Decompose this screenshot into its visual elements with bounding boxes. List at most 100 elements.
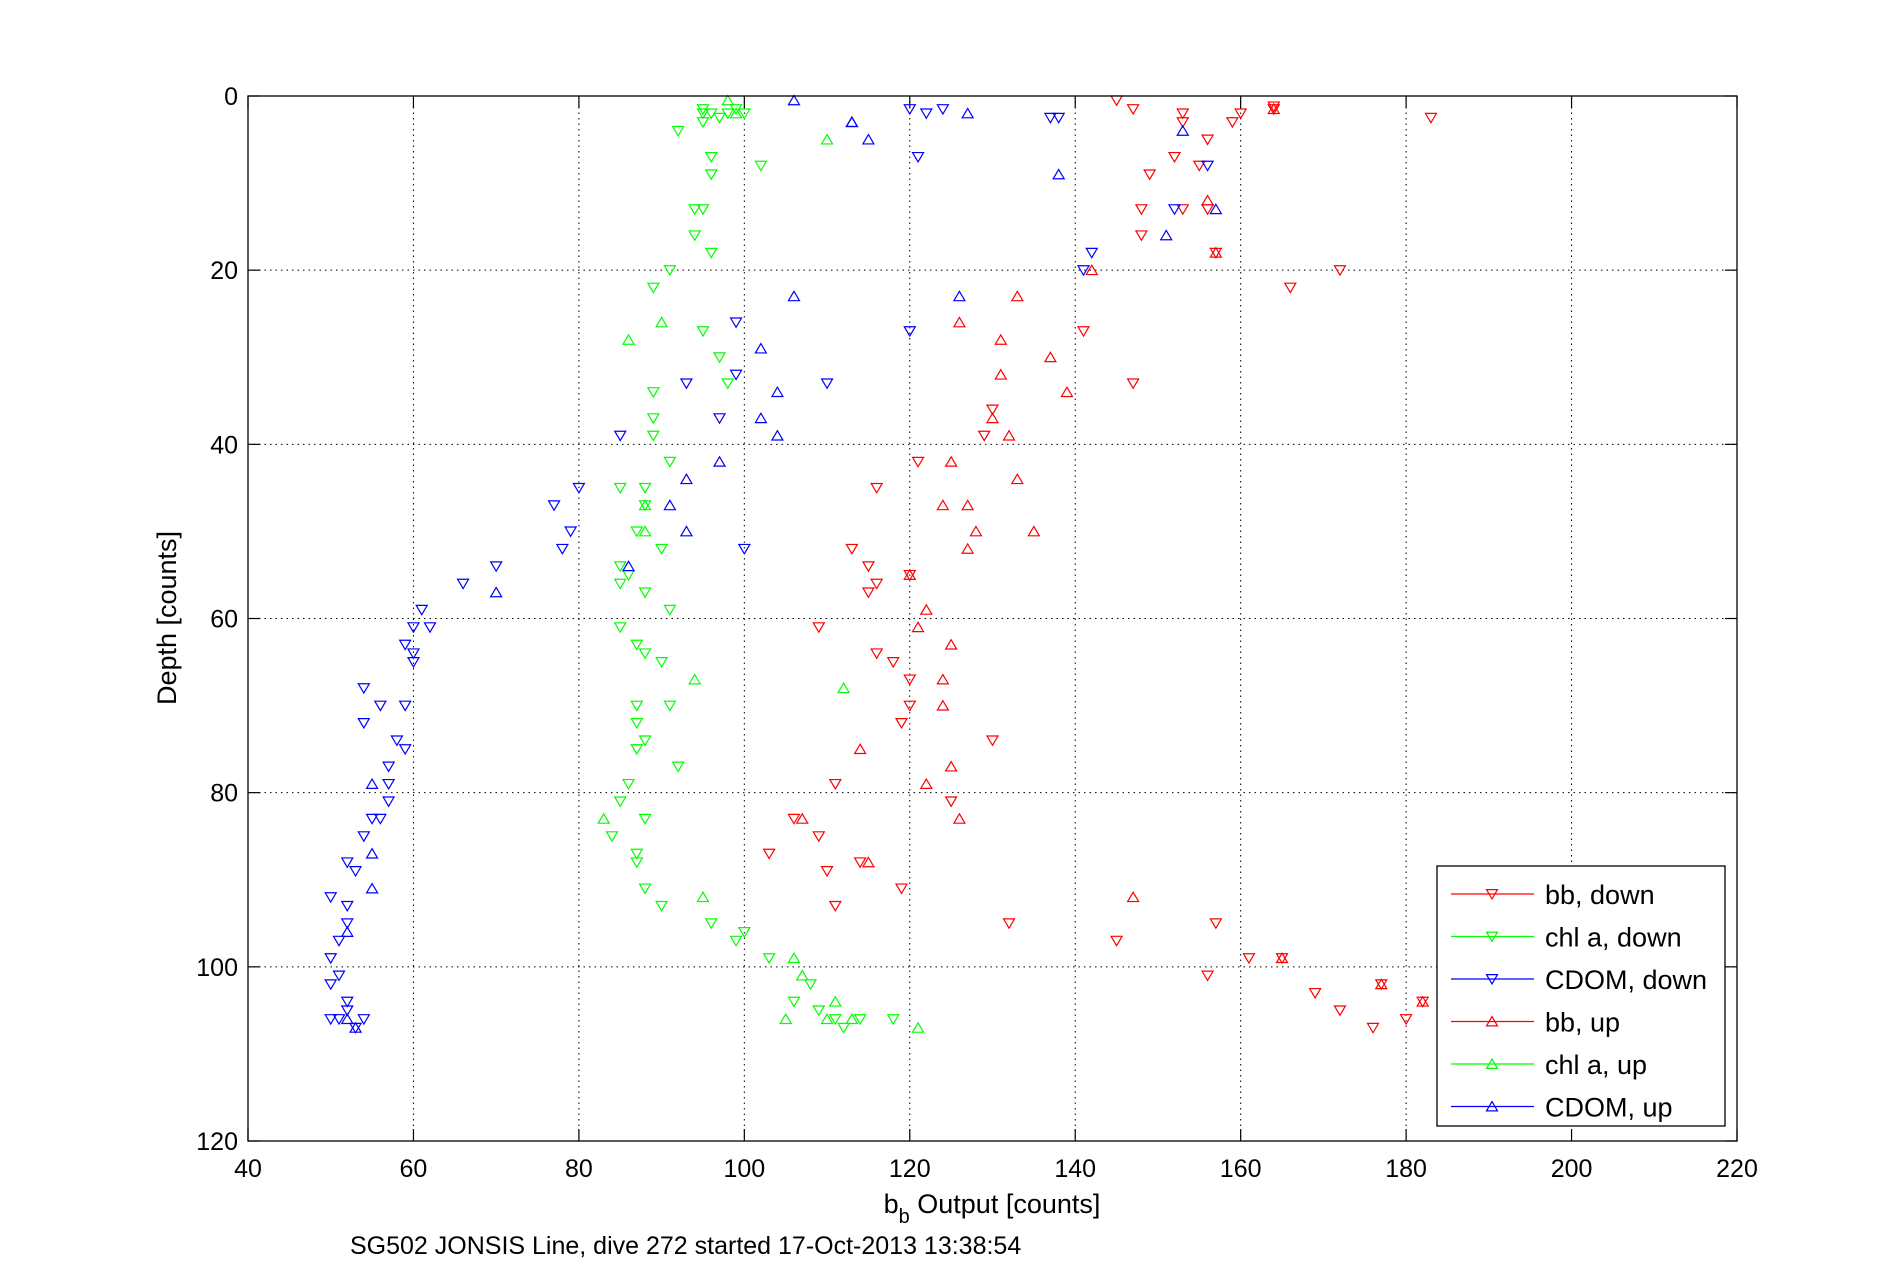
series-3 bbox=[795, 102, 1430, 1007]
data-point bbox=[663, 604, 677, 616]
data-point bbox=[630, 700, 644, 712]
data-point bbox=[729, 935, 743, 947]
data-point bbox=[828, 778, 842, 791]
x-axis-label: bb Output [counts] bbox=[884, 1189, 1101, 1228]
data-point bbox=[630, 744, 644, 756]
data-point bbox=[365, 882, 379, 894]
data-point bbox=[861, 587, 875, 599]
data-point bbox=[597, 812, 611, 824]
data-point bbox=[712, 413, 727, 425]
legend-entry-label: chl a, up bbox=[1545, 1050, 1647, 1080]
data-point bbox=[729, 369, 743, 381]
data-point bbox=[903, 700, 917, 712]
data-point bbox=[630, 526, 644, 538]
data-point bbox=[1176, 204, 1190, 216]
data-point bbox=[1043, 351, 1057, 363]
data-point bbox=[605, 831, 619, 843]
data-point bbox=[894, 883, 909, 895]
data-point bbox=[638, 648, 652, 660]
data-point bbox=[630, 639, 644, 651]
data-point bbox=[688, 673, 702, 685]
data-point bbox=[886, 1014, 900, 1026]
y-tick-label: 120 bbox=[196, 1128, 238, 1156]
data-point bbox=[861, 856, 875, 868]
x-tick-label: 60 bbox=[400, 1155, 428, 1183]
data-point bbox=[348, 866, 363, 878]
data-point bbox=[348, 1021, 363, 1033]
data-point bbox=[1085, 247, 1099, 259]
data-point bbox=[721, 378, 735, 390]
data-point bbox=[646, 430, 660, 442]
data-point bbox=[795, 969, 809, 981]
x-tick-label: 180 bbox=[1385, 1155, 1427, 1183]
series-1 bbox=[605, 104, 900, 1034]
data-point bbox=[365, 847, 379, 859]
data-point bbox=[787, 996, 801, 1008]
data-point bbox=[985, 404, 1000, 416]
data-point bbox=[621, 560, 636, 572]
series-2 bbox=[324, 104, 1215, 1034]
data-point bbox=[721, 94, 735, 106]
data-point bbox=[770, 429, 784, 441]
data-point bbox=[754, 160, 768, 172]
data-point bbox=[696, 204, 710, 216]
legend-entry-label: CDOM, up bbox=[1545, 1093, 1673, 1123]
data-point bbox=[696, 326, 710, 338]
x-tick-label: 160 bbox=[1220, 1155, 1262, 1183]
data-point bbox=[1275, 951, 1289, 964]
legend-marker bbox=[1485, 931, 1499, 943]
data-point bbox=[754, 342, 768, 354]
data-point bbox=[1192, 160, 1206, 172]
data-point bbox=[1416, 995, 1430, 1007]
data-point bbox=[357, 831, 371, 843]
data-point bbox=[340, 1005, 354, 1017]
data-point bbox=[903, 326, 917, 338]
data-point bbox=[944, 760, 958, 772]
data-point bbox=[944, 638, 958, 650]
data-point bbox=[712, 455, 727, 467]
data-point bbox=[1052, 168, 1066, 180]
data-point bbox=[795, 812, 809, 824]
data-point bbox=[1209, 203, 1223, 215]
y-axis-label: Depth [counts] bbox=[152, 531, 182, 705]
data-point bbox=[911, 456, 925, 468]
data-point bbox=[373, 813, 387, 825]
data-point bbox=[820, 133, 834, 145]
data-point bbox=[406, 648, 420, 660]
data-point bbox=[861, 133, 875, 145]
data-point bbox=[1110, 935, 1124, 947]
series-5 bbox=[340, 94, 1223, 1033]
data-point bbox=[894, 717, 909, 730]
legend-entry-label: chl a, down bbox=[1545, 923, 1682, 953]
data-point bbox=[382, 778, 396, 791]
data-point bbox=[688, 204, 702, 216]
data-point bbox=[357, 717, 371, 730]
data-point bbox=[398, 700, 412, 712]
data-point bbox=[390, 735, 404, 747]
data-point bbox=[704, 247, 718, 259]
data-point bbox=[1201, 160, 1215, 172]
data-point bbox=[1010, 290, 1024, 302]
data-point bbox=[754, 412, 768, 424]
data-point bbox=[621, 778, 636, 791]
y-tick-label: 100 bbox=[196, 954, 238, 982]
data-point bbox=[737, 108, 751, 120]
data-point bbox=[332, 935, 346, 947]
data-point bbox=[944, 796, 958, 808]
data-point bbox=[903, 568, 917, 580]
legend-box bbox=[1436, 865, 1726, 1127]
data-point bbox=[1374, 978, 1388, 990]
data-point bbox=[671, 761, 685, 773]
data-points bbox=[324, 94, 1438, 1034]
data-point bbox=[762, 848, 776, 860]
data-point bbox=[787, 813, 801, 825]
data-point bbox=[324, 953, 338, 965]
data-point bbox=[812, 1005, 826, 1017]
data-point bbox=[365, 777, 379, 789]
data-point bbox=[555, 543, 569, 555]
data-point bbox=[704, 151, 718, 164]
data-point bbox=[845, 115, 859, 128]
data-point bbox=[423, 622, 437, 634]
data-point bbox=[1134, 230, 1148, 242]
data-point bbox=[1201, 134, 1215, 146]
